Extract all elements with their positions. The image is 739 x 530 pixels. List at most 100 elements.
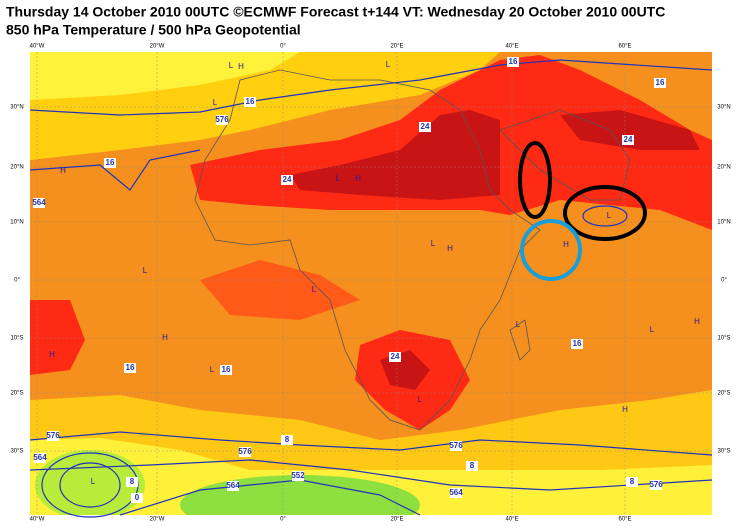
contour-label: 8 — [470, 461, 475, 470]
latitude-label: 10°S — [10, 336, 23, 342]
label-box — [507, 57, 519, 67]
longitude-label: 0° — [280, 44, 286, 50]
longitude-label: 20°W — [150, 44, 165, 50]
pressure-center: L — [210, 365, 215, 374]
longitude-label: 40°E — [505, 517, 518, 523]
label-box — [626, 477, 638, 487]
highlight-ellipse — [518, 141, 552, 219]
label-box — [292, 471, 304, 481]
latitude-label: 30°S — [10, 449, 23, 455]
pressure-center: H — [162, 333, 168, 342]
highlight-ellipse — [563, 185, 647, 241]
longitude-label: 40°E — [505, 44, 518, 50]
label-box — [450, 441, 462, 451]
contour-label: 0 — [135, 493, 140, 502]
contour-label: 24 — [283, 175, 292, 184]
pressure-center: H — [49, 350, 55, 359]
pressure-center: H — [563, 240, 569, 249]
pressure-center: L — [418, 395, 423, 404]
label-box — [104, 158, 116, 168]
latitude-label: 20°N — [717, 165, 730, 171]
latitude-label: 30°N — [717, 105, 730, 111]
highlight-circle — [520, 219, 582, 281]
label-box — [47, 431, 59, 441]
contour-label: 576 — [649, 480, 663, 489]
pressure-center: L — [516, 320, 521, 329]
contour-label: 564 — [226, 481, 240, 490]
pressure-center: L — [607, 211, 612, 220]
latitude-label: 20°S — [10, 391, 23, 397]
contour-label: 24 — [421, 122, 430, 131]
pressure-center: L — [312, 285, 317, 294]
pressure-center: H — [355, 174, 361, 183]
latitude-label: 10°N — [10, 220, 23, 226]
longitude-label: 20°W — [150, 517, 165, 523]
pressure-center: L — [650, 325, 655, 334]
pressure-center: H — [447, 244, 453, 253]
longitude-label: 40°W — [30, 517, 45, 523]
label-box — [33, 198, 45, 208]
label-box — [281, 175, 293, 185]
pressure-center: L — [431, 239, 436, 248]
longitude-label: 0° — [280, 517, 286, 523]
contour-label: 16 — [126, 363, 135, 372]
label-box — [239, 447, 251, 457]
contour-label: 564 — [33, 453, 47, 462]
pressure-center: L — [229, 61, 234, 70]
latitude-label: 20°S — [717, 391, 730, 397]
label-box — [244, 97, 256, 107]
contour-label: 8 — [630, 477, 635, 486]
longitude-label: 60°E — [618, 44, 631, 50]
latitude-label: 20°N — [10, 165, 23, 171]
contour-label: 24 — [391, 352, 400, 361]
latitude-label: 10°N — [717, 220, 730, 226]
longitude-label: 40°W — [30, 44, 45, 50]
longitude-label: 60°E — [618, 517, 631, 523]
pressure-center: L — [213, 98, 218, 107]
label-box — [622, 135, 634, 145]
label-box — [281, 435, 293, 445]
label-box — [654, 78, 666, 88]
contour-label: 16 — [509, 57, 518, 66]
longitude-label: 20°E — [390, 517, 403, 523]
contour-label: 576 — [215, 115, 229, 124]
contour-label: 552 — [291, 471, 305, 480]
pressure-center: L — [336, 174, 341, 183]
label-box — [650, 480, 662, 490]
label-box — [227, 481, 239, 491]
map-field — [30, 52, 712, 515]
contour-label: 576 — [449, 441, 463, 450]
label-box — [216, 115, 228, 125]
contour-label: 576 — [238, 447, 252, 456]
contour-label: 16 — [222, 365, 231, 374]
contour-label: 564 — [449, 488, 463, 497]
label-box — [220, 365, 232, 375]
contour-label: 16 — [106, 158, 115, 167]
contour-label: 16 — [246, 97, 255, 106]
label-box — [131, 493, 143, 503]
contour-label: 16 — [656, 78, 665, 87]
contour-label: 16 — [573, 339, 582, 348]
label-box — [450, 488, 462, 498]
subtitle: 850 hPa Temperature / 500 hPa Geopotenti… — [6, 22, 301, 38]
pressure-center: L — [91, 477, 96, 486]
contour-label: 24 — [624, 135, 633, 144]
longitude-label: 20°E — [390, 44, 403, 50]
label-box — [389, 352, 401, 362]
contour-label: 564 — [32, 198, 46, 207]
latitude-label: 0° — [14, 278, 20, 284]
pressure-center: H — [60, 166, 66, 175]
latitude-label: 10°S — [717, 336, 730, 342]
title: Thursday 14 October 2010 00UTC ©ECMWF Fo… — [6, 4, 665, 20]
label-box — [466, 461, 478, 471]
latitude-label: 30°N — [10, 105, 23, 111]
contour-label: 8 — [130, 477, 135, 486]
graticule — [30, 52, 712, 515]
pressure-center: H — [238, 62, 244, 71]
label-box — [126, 477, 138, 487]
label-box — [124, 363, 136, 373]
pressure-center: H — [694, 317, 700, 326]
latitude-label: 0° — [721, 278, 727, 284]
pressure-center: L — [143, 266, 148, 275]
